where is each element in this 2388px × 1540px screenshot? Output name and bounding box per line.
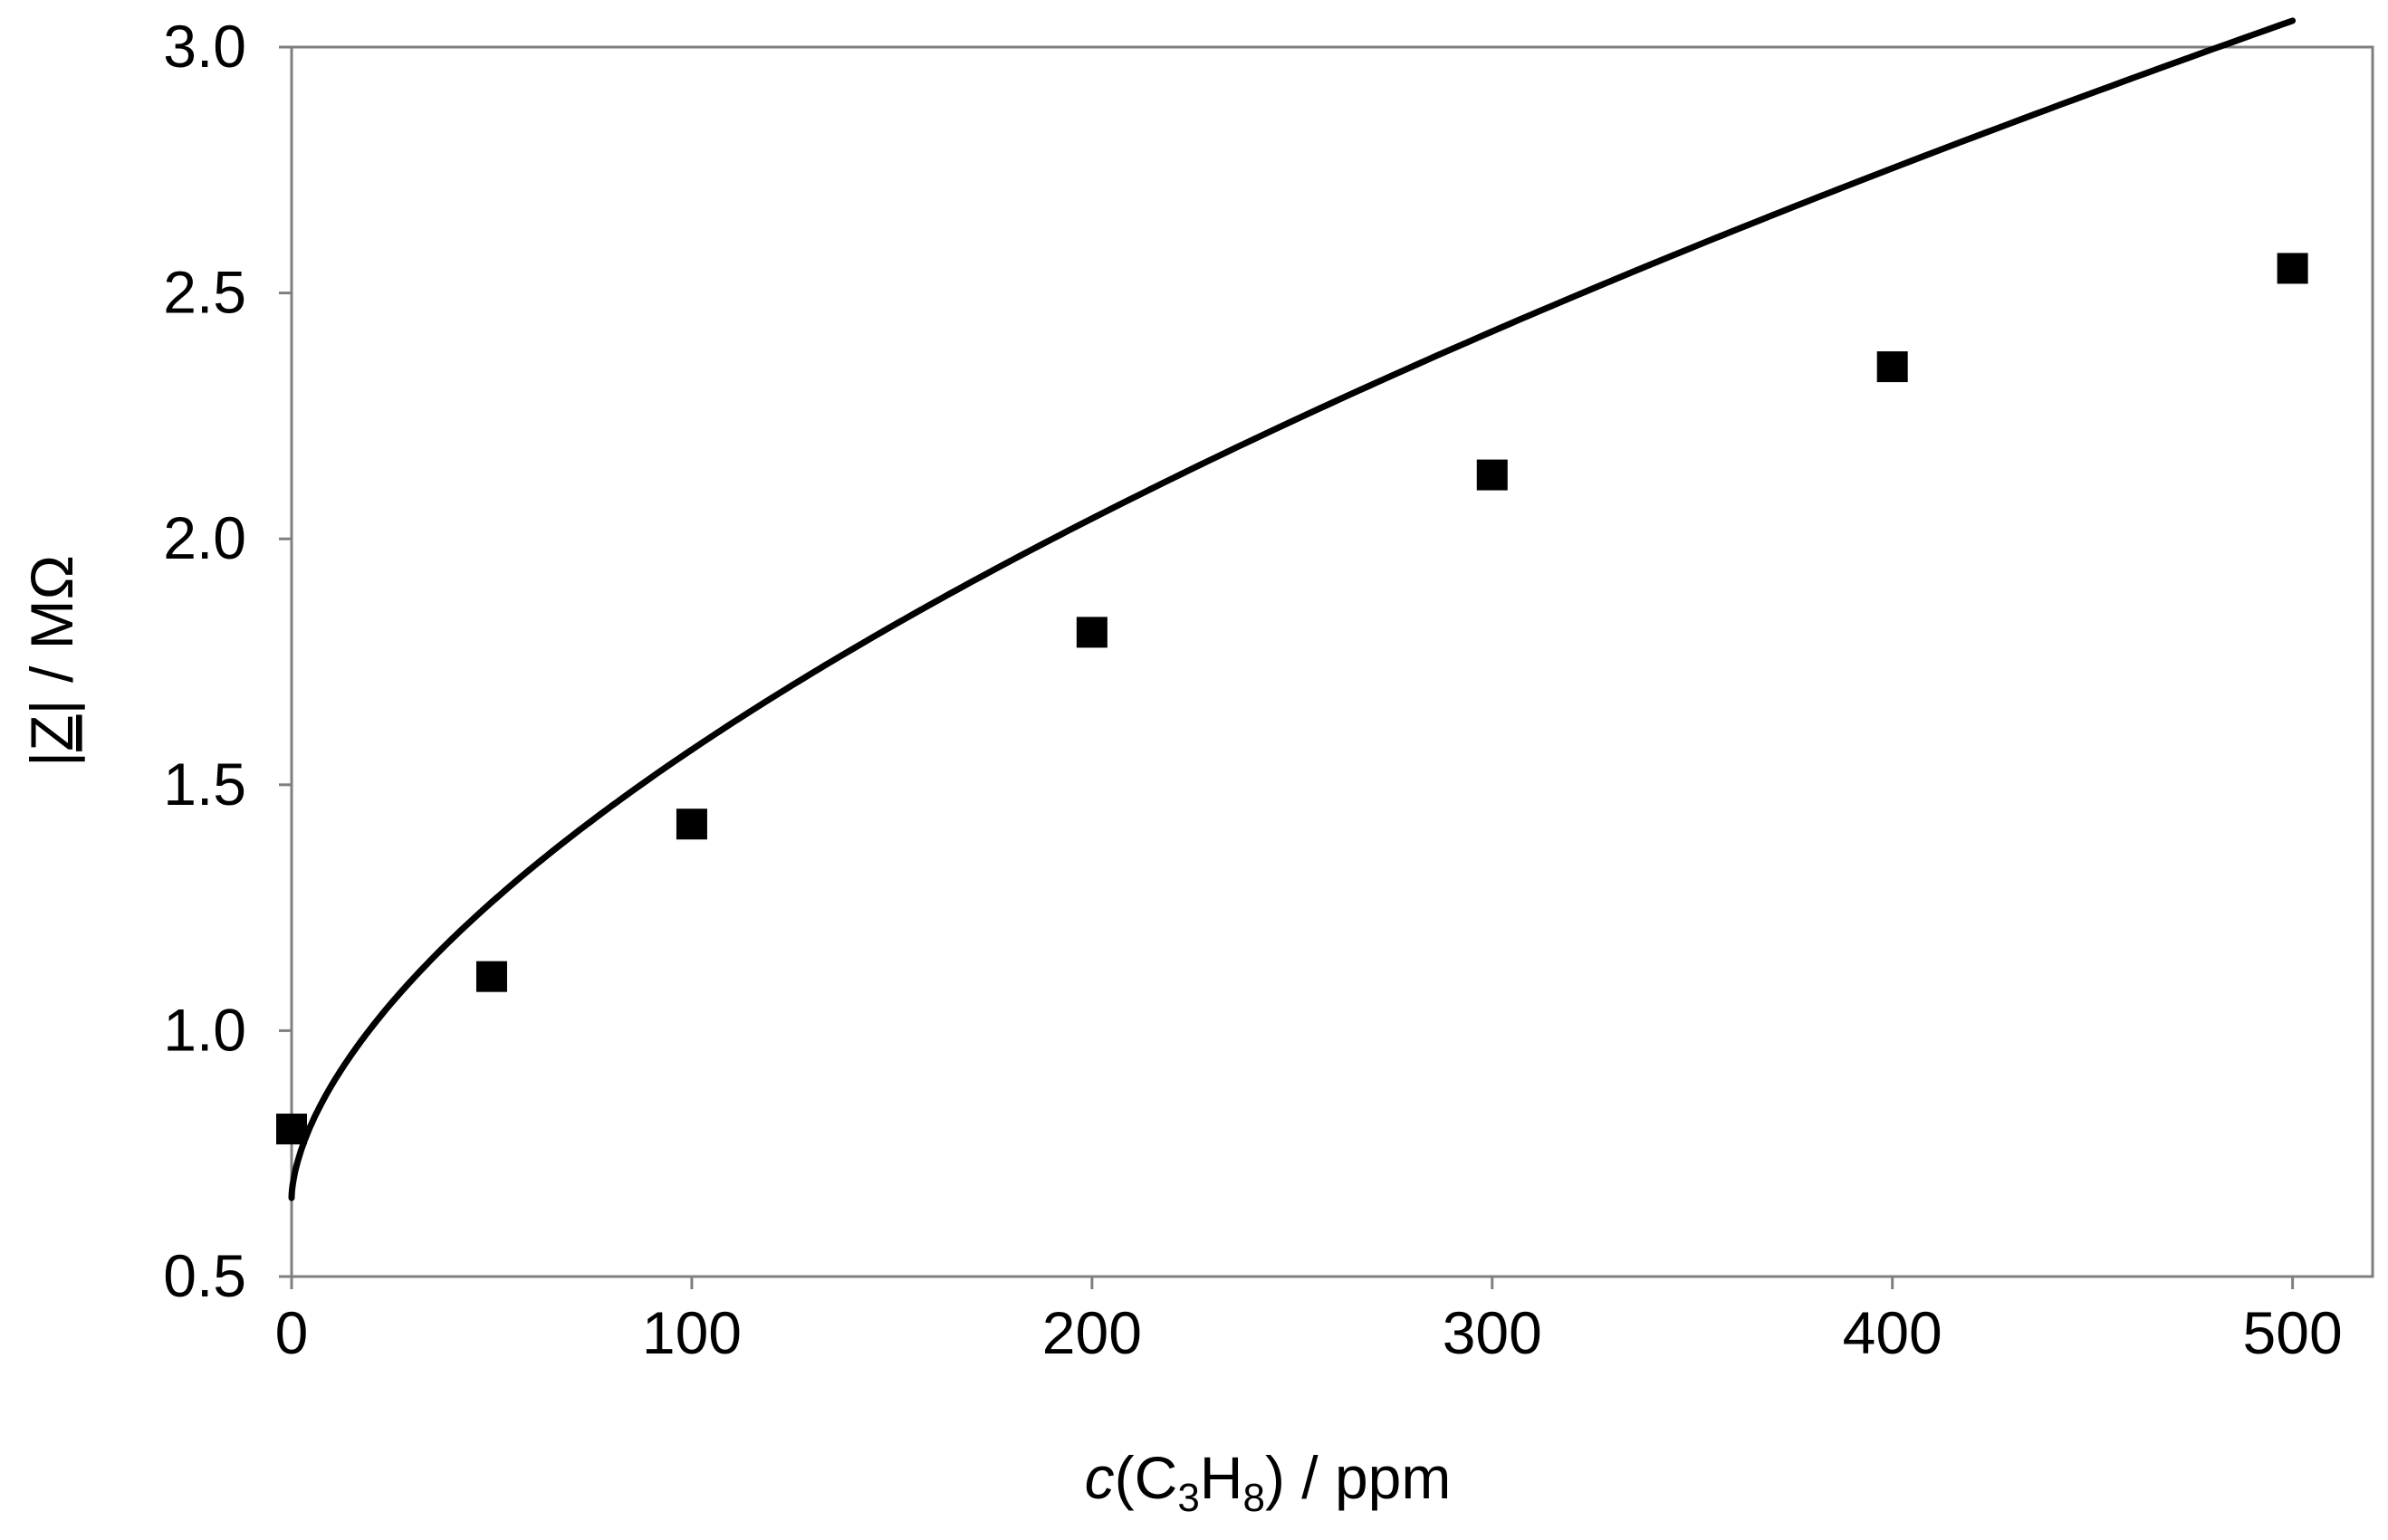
y-tick-label: 2.0 xyxy=(163,504,246,571)
y-tick-label: 0.5 xyxy=(163,1242,246,1309)
data-point-marker xyxy=(276,1114,307,1145)
data-point-marker xyxy=(676,808,707,840)
data-point-marker xyxy=(475,961,507,992)
y-axis-title: |Z| / MΩ xyxy=(18,555,85,767)
y-axis: 0.5 1.0 1.5 2.0 2.5 3.0 xyxy=(163,13,292,1309)
y-tick-label: 3.0 xyxy=(163,13,246,80)
x-tick-label: 100 xyxy=(642,1299,742,1366)
data-point-marker xyxy=(2277,253,2308,284)
data-point-marker xyxy=(1076,617,1108,648)
data-point-marker xyxy=(1476,459,1508,491)
y-tick-label: 1.0 xyxy=(163,996,246,1063)
y-tick-label: 1.5 xyxy=(163,751,246,818)
x-tick-label: 200 xyxy=(1042,1299,1142,1366)
data-point-marker xyxy=(1876,351,1908,383)
x-tick-label: 400 xyxy=(1843,1299,1942,1366)
x-tick-label: 300 xyxy=(1443,1299,1542,1366)
fit-curve xyxy=(288,17,2297,1201)
data-points xyxy=(276,253,2308,1145)
y-tick-label: 2.5 xyxy=(163,259,246,326)
x-axis: 0 100 200 300 400 500 xyxy=(275,1277,2343,1366)
x-axis-title: c(C3H8) / ppm xyxy=(1085,1444,1452,1520)
x-tick-label: 0 xyxy=(275,1299,309,1366)
x-tick-label: 500 xyxy=(2243,1299,2343,1366)
plot-area-frame xyxy=(290,45,2374,1278)
